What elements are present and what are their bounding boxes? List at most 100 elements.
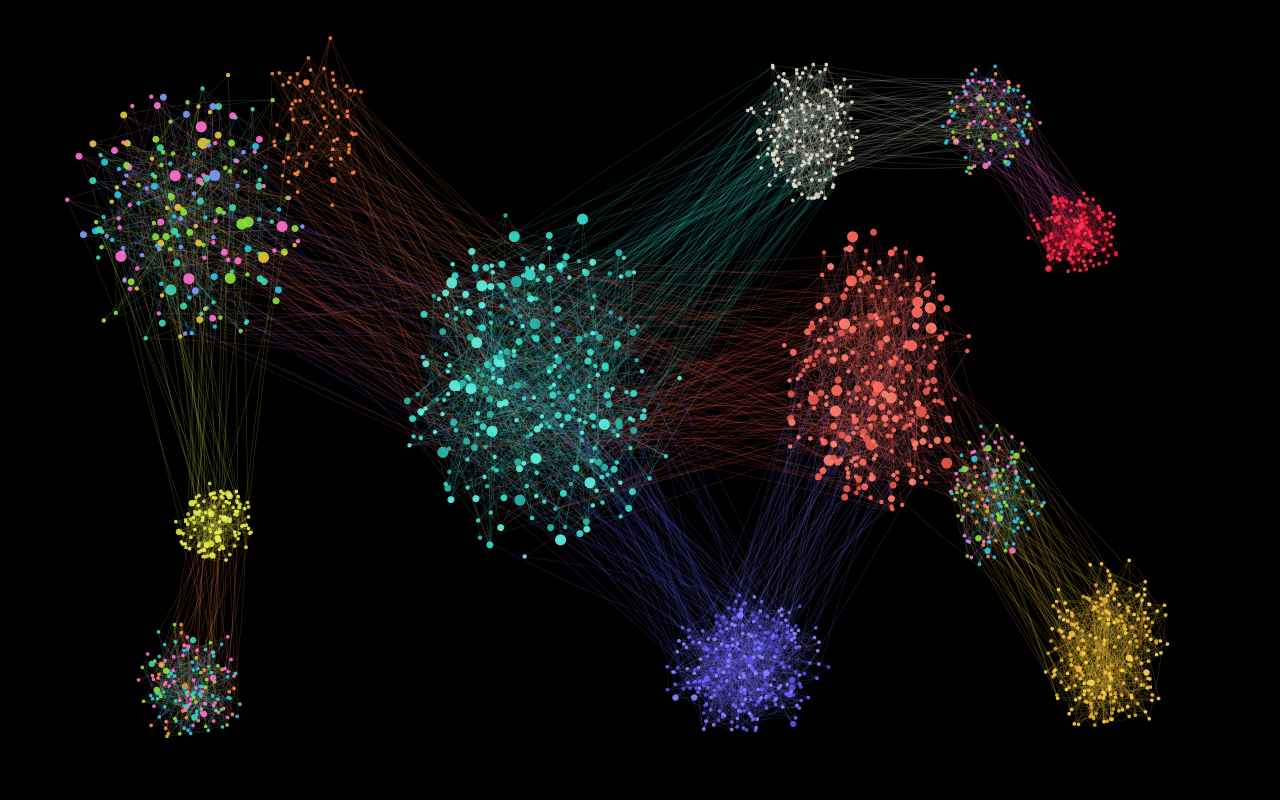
graph-node [500,494,508,502]
bridge-edge [613,69,826,432]
bridge-edge [173,216,426,409]
bridge-edge [477,185,797,414]
graph-node [261,183,266,189]
cluster-edge [307,91,362,123]
cluster-edge [514,300,591,353]
graph-node [213,140,218,146]
cluster-edge [180,246,248,322]
bridge-edge [289,77,525,464]
bridge-edge [420,413,756,731]
graph-node [528,432,534,437]
graph-node [608,310,613,315]
bridge-edge [433,67,774,297]
graph-node [551,382,557,388]
cluster-edge [454,360,559,386]
graph-node [1058,258,1062,262]
bridge-edge [514,300,708,657]
cluster-edge [123,182,171,250]
cluster-edge [489,389,559,400]
graph-node [347,143,351,147]
graph-node [842,77,847,81]
cluster-edge [132,105,190,279]
cluster-edge [555,422,586,509]
graph-node [587,383,592,389]
graph-node [549,391,557,399]
bridge-edge [126,175,426,409]
cluster-edge [409,410,645,446]
graph-node [546,275,554,283]
bridge-edge [834,127,1006,142]
cluster-edge [513,266,543,352]
bridge-edge [505,106,820,295]
graph-node [420,310,428,318]
cluster-edge [129,252,225,290]
cluster-edge [288,73,298,158]
cluster-edge [170,185,238,291]
graph-node [144,186,149,191]
bridge-edge [842,90,1005,105]
cluster-edge [323,68,330,127]
bridge-edge [968,541,1047,673]
graph-node [272,248,277,253]
bridge-edge [703,399,814,730]
graph-node [854,396,859,401]
cluster-edge [96,202,139,223]
cluster-edge [413,433,595,449]
bridge-edge [626,392,705,730]
bridge-edge [161,295,450,366]
graph-node [577,417,582,423]
graph-node [422,360,430,368]
bridge-edge [817,154,990,165]
cluster-edge [162,232,191,324]
graph-node [196,316,204,324]
bridge-edge [452,263,872,445]
graph-node [925,414,930,420]
cluster-edge [532,516,621,519]
graph-node [822,315,828,321]
bridge-teal-center-to-blue-bottom [413,235,829,731]
graph-node [547,424,552,429]
bridge-edge [1031,468,1142,664]
cluster-edge [420,364,491,439]
cluster-edge [454,367,606,386]
bridge-edge [558,392,719,721]
graph-node [860,428,868,436]
cluster-edge [503,266,543,498]
bridge-edge [548,80,786,372]
graph-node [992,82,997,86]
graph-node [862,260,867,266]
graph-node [946,120,951,124]
cluster-edge [279,72,353,134]
cluster-edge [445,354,667,457]
bridge-edge [608,404,750,714]
bridge-edge [833,443,1015,532]
bridge-edge [541,113,838,417]
graph-node [813,353,819,359]
bridge-edge [713,416,902,726]
graph-node [550,402,555,408]
bridge-edge [479,537,683,628]
cluster-edge [118,207,168,219]
graph-node [931,279,936,285]
bridge-edge [840,78,973,88]
bridge-edge [485,122,841,269]
graph-node [318,131,323,136]
bridge-edge [1011,451,1167,616]
bridge-edge [272,99,452,284]
graph-node [579,430,585,435]
cluster-edge [157,105,243,225]
bridge-edge [206,516,222,680]
bridge-edge [264,281,494,379]
bridge-edge [503,357,811,499]
graph-node [442,397,447,403]
bridge-edge [825,68,1013,157]
cluster-edge [442,413,477,422]
graph-node [191,151,197,157]
bridge-edge [786,108,998,129]
graph-node [820,149,824,153]
cluster-edge [577,391,634,421]
graph-node [215,103,223,110]
graph-node [814,350,820,355]
graph-node [990,78,994,83]
graph-node [1044,238,1048,242]
